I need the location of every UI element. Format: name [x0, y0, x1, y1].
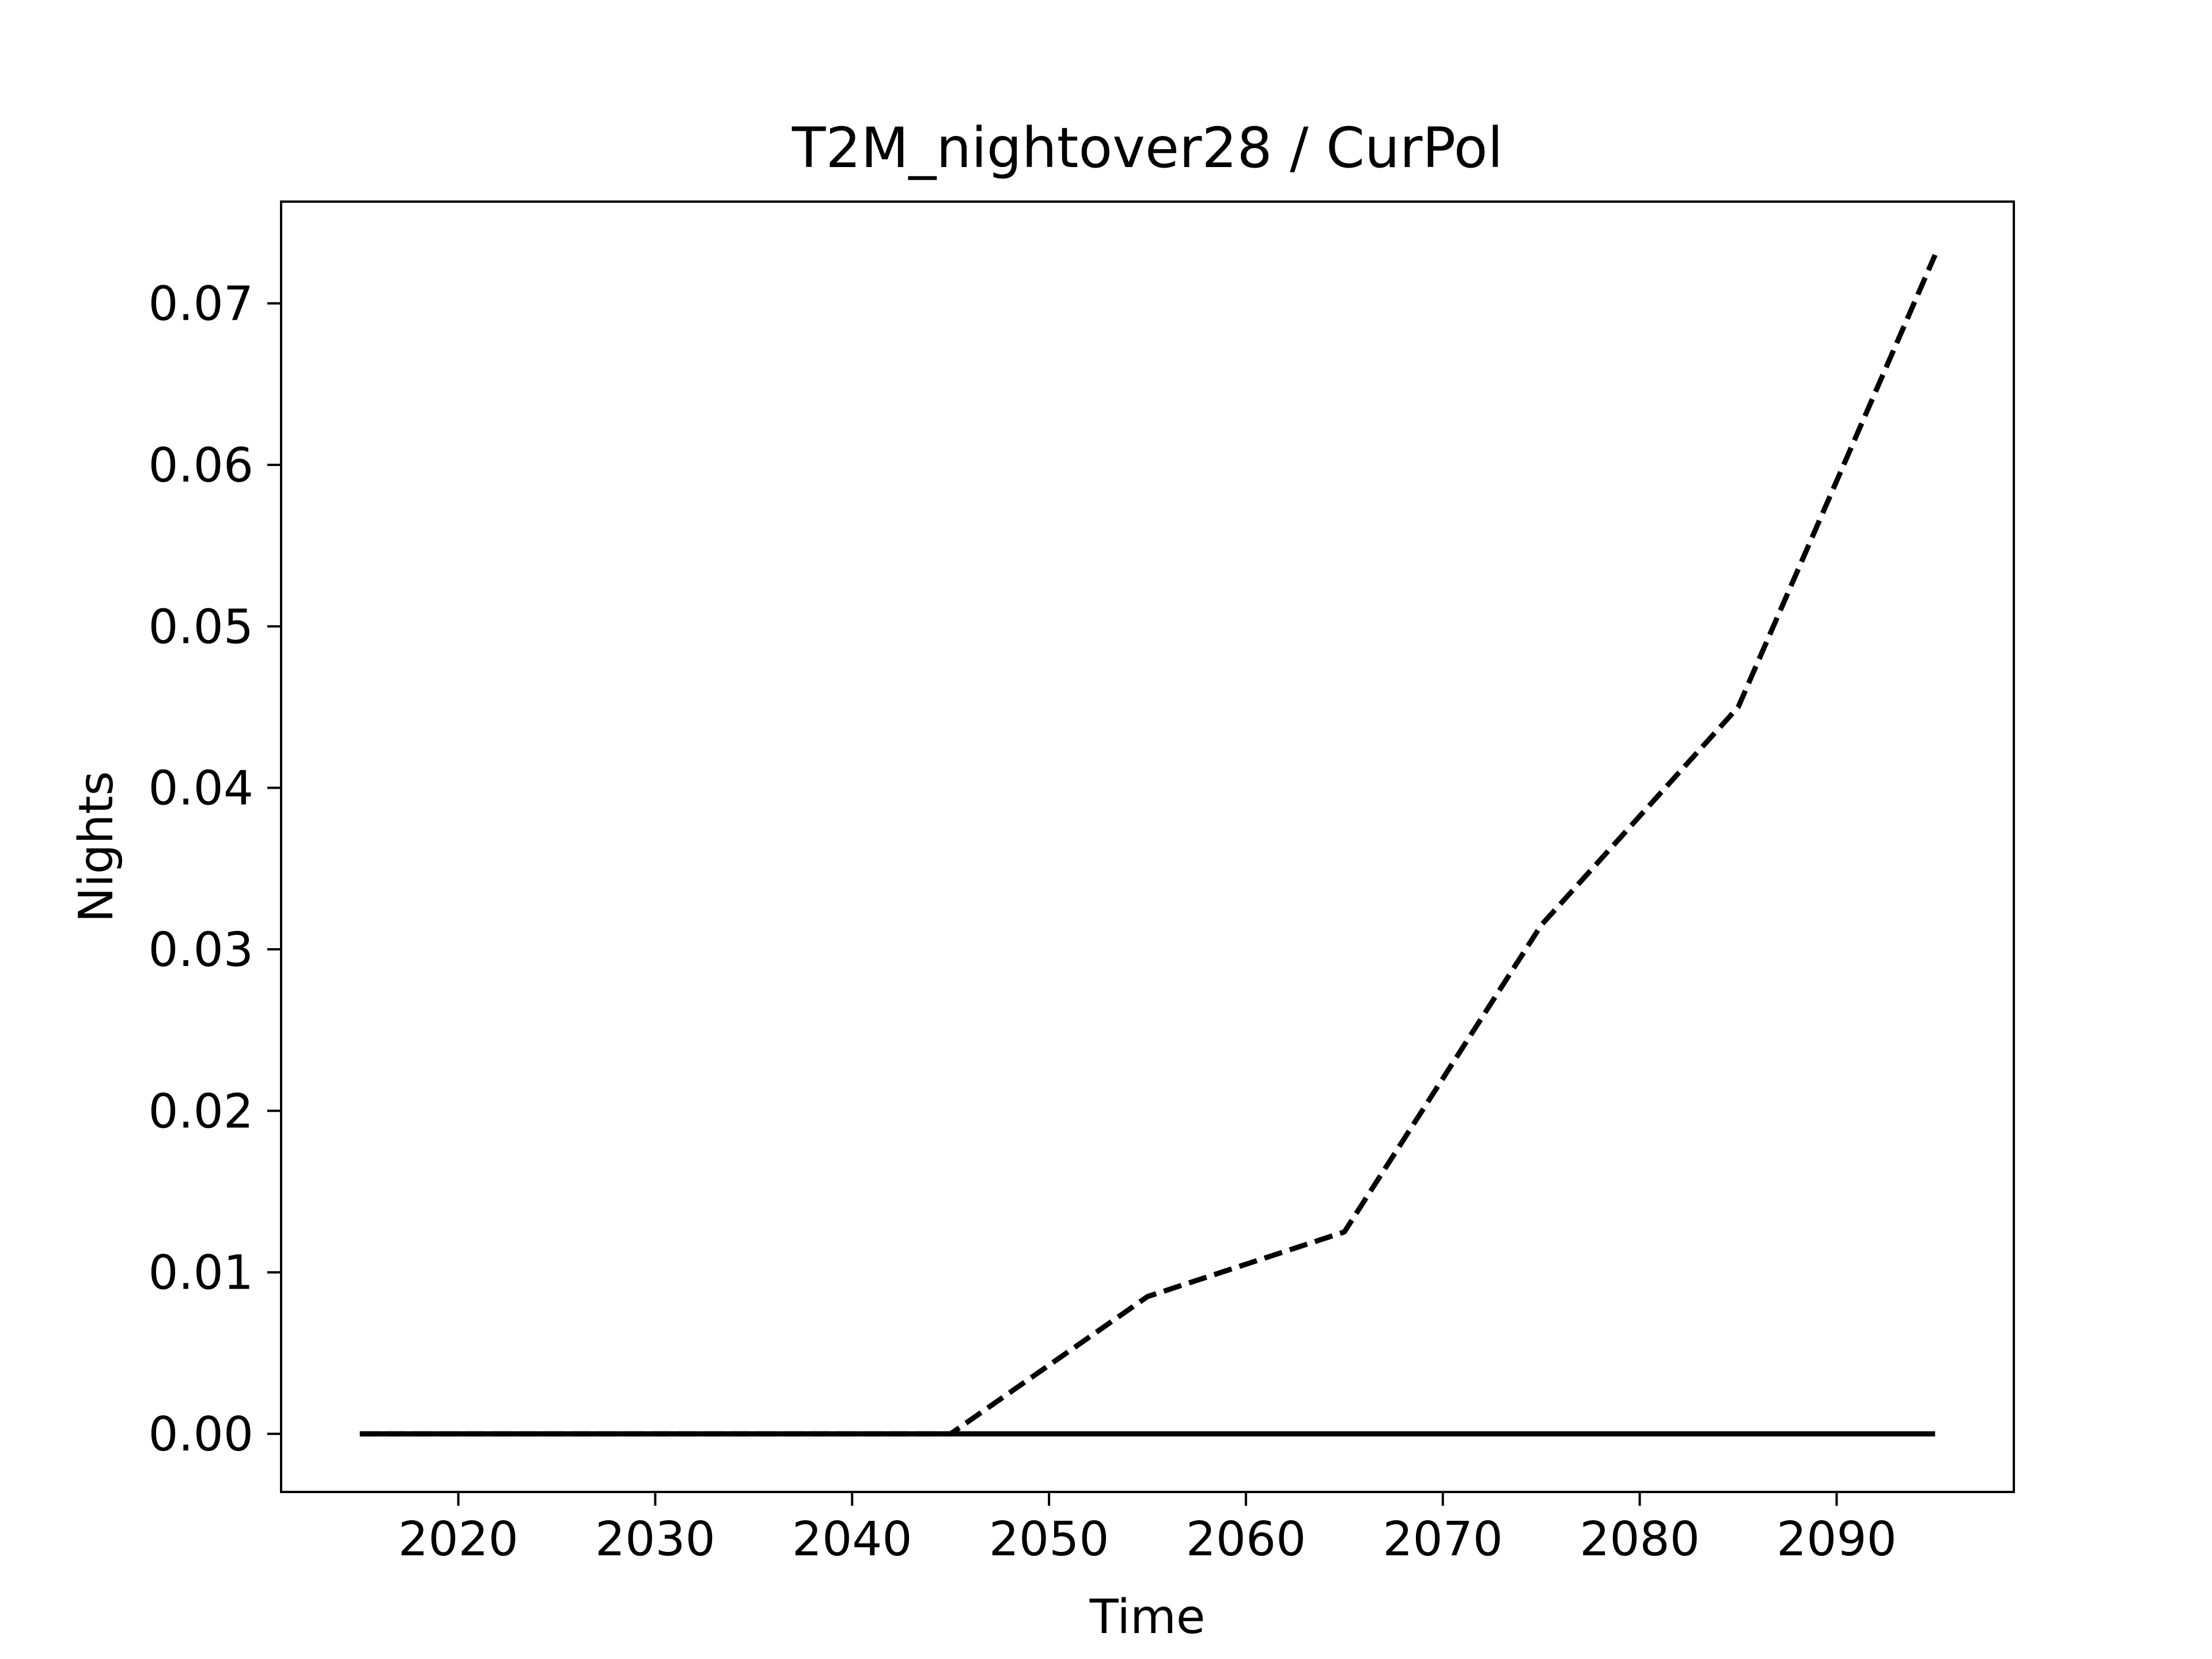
y-tick-label: 0.07 [148, 277, 253, 332]
x-tick-label: 2020 [398, 1512, 518, 1567]
x-axis-label: Time [1089, 1590, 1206, 1645]
x-tick-label: 2050 [989, 1512, 1109, 1567]
y-axis-label: Nights [69, 771, 124, 922]
y-tick-label: 0.00 [148, 1407, 253, 1462]
y-tick-label: 0.01 [148, 1246, 253, 1301]
x-tick-label: 2060 [1186, 1512, 1306, 1567]
y-axis-ticks: 0.00 0.01 0.02 0.03 0.04 0.05 0.06 0.07 [148, 277, 281, 1462]
x-tick-label: 2090 [1777, 1512, 1897, 1567]
x-tick-label: 2080 [1580, 1512, 1700, 1567]
series-layer [359, 253, 1938, 1437]
y-tick-label: 0.05 [148, 600, 253, 654]
x-tick-label: 2040 [792, 1512, 912, 1567]
x-tick-label: 2030 [595, 1512, 715, 1567]
y-tick-label: 0.04 [148, 762, 253, 816]
x-tick-label: 2070 [1382, 1512, 1503, 1567]
y-tick-label: 0.06 [148, 438, 253, 493]
plot-frame [280, 200, 2015, 1493]
x-axis-ticks: 2020 2030 2040 2050 2060 2070 2080 2090 [398, 1492, 1897, 1567]
y-tick-label: 0.03 [148, 923, 253, 978]
series-line-dashed [359, 253, 1938, 1437]
chart-title: T2M_nightover28 / CurPol [791, 116, 1503, 180]
y-tick-label: 0.02 [148, 1084, 253, 1139]
